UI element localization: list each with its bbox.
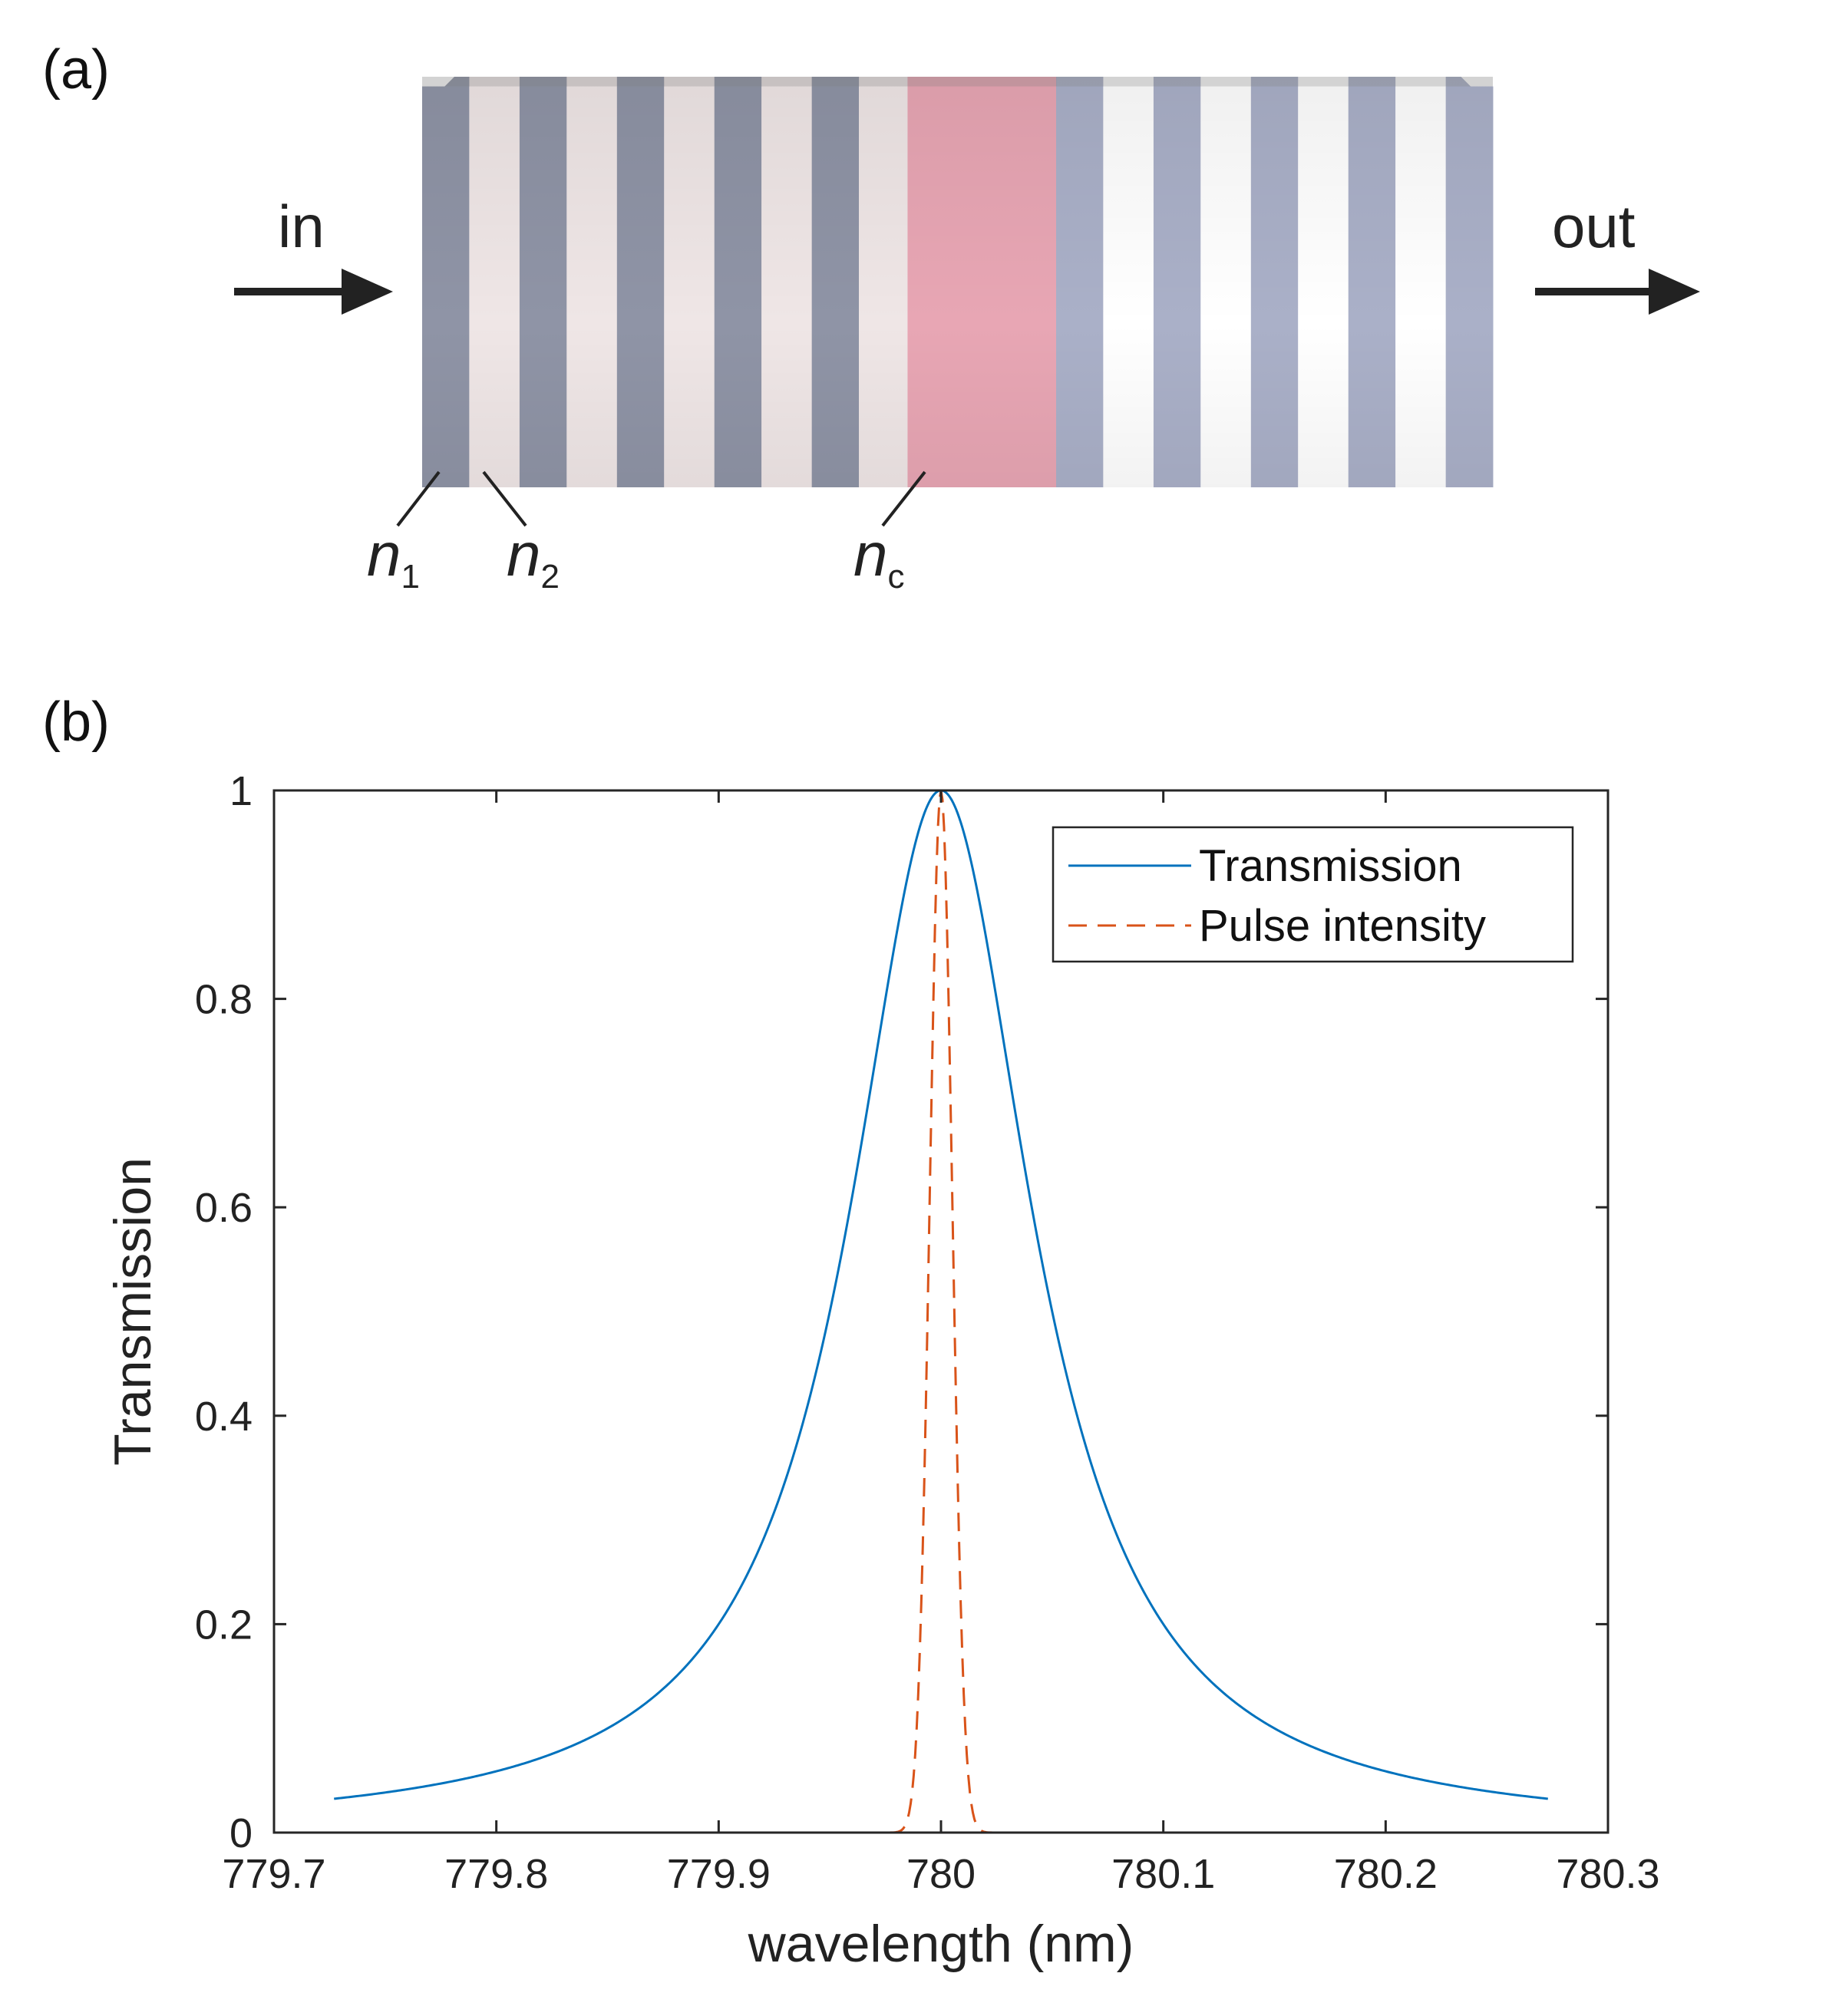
- plot-area: [274, 790, 1608, 1833]
- x-tick-label: 780.2: [1334, 1851, 1438, 1897]
- y-tick-label: 0.6: [195, 1185, 253, 1231]
- x-tick-label: 779.8: [444, 1851, 548, 1897]
- x-tick-label: 780: [906, 1851, 976, 1897]
- output-label: out: [1552, 193, 1636, 260]
- x-tick-label: 780.3: [1556, 1851, 1659, 1897]
- panel-a: (a) in out n1 n2 n: [42, 39, 1700, 596]
- input-label: in: [278, 193, 325, 260]
- x-tick-label: 779.9: [667, 1851, 771, 1897]
- y-tick-label: 0.8: [195, 977, 253, 1023]
- n1-label: n1: [367, 520, 420, 596]
- x-axis-ticks: 779.7 779.8 779.9 780 780.1 780.2 780.3: [222, 790, 1660, 1897]
- legend-entry-pulse: Pulse intensity: [1199, 901, 1486, 951]
- panel-b-label: (b): [42, 691, 110, 753]
- nc-leader: [881, 470, 926, 527]
- y-tick-label: 0: [229, 1810, 253, 1856]
- legend: Transmission Pulse intensity: [1052, 826, 1574, 963]
- y-axis-label: Transmission: [104, 1157, 162, 1466]
- n2-leader: [482, 470, 527, 527]
- legend-box: [1052, 826, 1574, 963]
- stack-shading: [422, 77, 1493, 487]
- n1-leader: [396, 470, 441, 527]
- panel-a-label: (a): [42, 39, 110, 101]
- n2-label: n2: [507, 520, 560, 596]
- legend-entry-transmission: Transmission: [1199, 841, 1462, 891]
- output-arrow: [1535, 269, 1700, 315]
- y-axis-ticks: 0 0.2 0.4 0.6 0.8 1: [195, 768, 1608, 1856]
- y-tick-label: 0.4: [195, 1394, 253, 1440]
- nc-label: nc: [853, 520, 905, 596]
- panel-b: (b) 779.7 779.8 779.9 780 780.1 780.2 780.3 00…: [42, 691, 1660, 1973]
- x-tick-label: 780.1: [1111, 1851, 1215, 1897]
- input-arrow: [234, 269, 393, 315]
- x-axis-label: wavelength (nm): [748, 1915, 1134, 1973]
- x-tick-label: 779.7: [222, 1851, 325, 1897]
- y-tick-label: 1: [229, 768, 253, 814]
- bragg-stack: [422, 77, 1494, 488]
- y-tick-label: 0.2: [195, 1602, 253, 1648]
- transmission-chart: 779.7 779.8 779.9 780 780.1 780.2 780.3 0 0.2 0.…: [104, 768, 1660, 1973]
